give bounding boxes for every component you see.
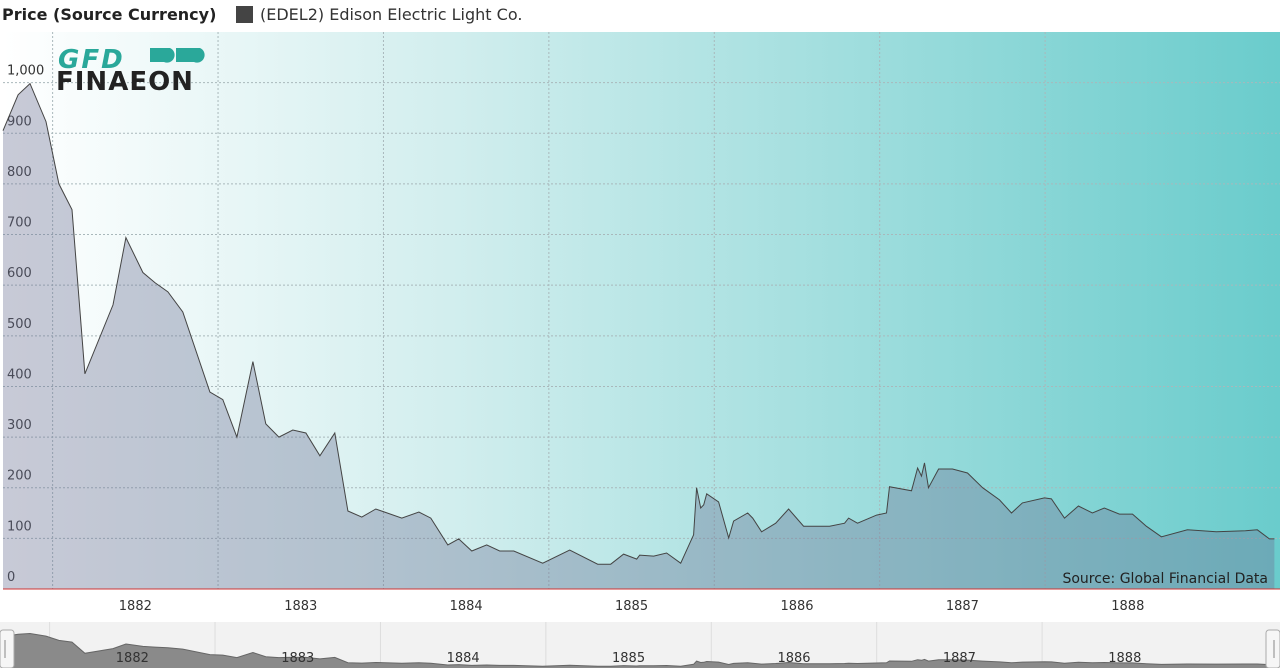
navigator-tick-label: 1887 [943, 651, 976, 666]
navigator-tick-label: 1885 [612, 651, 645, 666]
y-tick-label: 0 [7, 570, 15, 585]
plot-background [3, 32, 1280, 589]
x-tick-label: 1887 [946, 599, 979, 614]
navigator: 1882 1883 1884 1885 1886 1887 1888 [2, 622, 1275, 668]
navigator-line [2, 632, 1275, 667]
plot: 0 100 200 300 400 500 600 700 800 900 1,000 1882 188… [2, 64, 1275, 614]
source-note: Source: Global Financial Data [1062, 571, 1268, 587]
navigator-tick-label: 1882 [116, 651, 149, 666]
navigator-handle-left[interactable] [0, 629, 15, 668]
navigator-tick-label: 1886 [777, 651, 810, 666]
grid [3, 32, 1280, 590]
logo-top: GFD [58, 45, 125, 75]
x-tick-label: 1888 [1111, 599, 1144, 614]
logo-leaves [150, 48, 205, 63]
x-tick-label: 1885 [615, 599, 648, 614]
y-tick-label: 100 [7, 519, 32, 534]
area-fill [3, 83, 1275, 589]
legend-swatch [236, 6, 253, 23]
navigator-tick-label: 1883 [281, 651, 314, 666]
x-tick-label: 1882 [119, 599, 152, 614]
logo: GFD FINAEON [56, 45, 205, 97]
y-tick-label: 600 [7, 266, 32, 281]
chart-title: Price (Source Currency) [2, 5, 216, 24]
x-tick-label: 1883 [284, 599, 317, 614]
y-tick-label: 1,000 [7, 64, 44, 79]
y-tick-label: 700 [7, 216, 32, 231]
y-tick-label: 400 [7, 367, 32, 382]
navigator-tick-label: 1884 [447, 651, 480, 666]
navigator-area [3, 633, 1275, 668]
y-tick-label: 900 [7, 114, 32, 129]
logo-bottom: FINAEON [56, 67, 194, 97]
x-tick-label: 1884 [450, 599, 483, 614]
legend-label: (EDEL2) Edison Electric Light Co. [260, 5, 522, 24]
y-tick-label: 200 [7, 469, 32, 484]
y-tick-label: 500 [7, 317, 32, 332]
x-tick-label: 1886 [780, 599, 813, 614]
navigator-tick-label: 1888 [1108, 651, 1141, 666]
y-tick-label: 300 [7, 418, 32, 433]
navigator-handle-right[interactable] [1265, 629, 1280, 668]
y-tick-label: 800 [7, 165, 32, 180]
price-line [2, 82, 1275, 565]
